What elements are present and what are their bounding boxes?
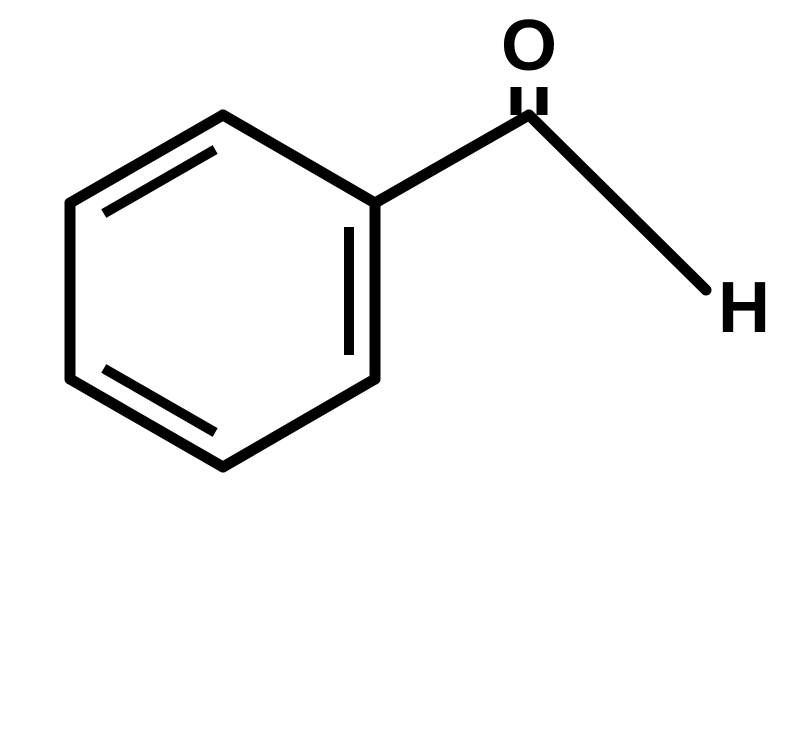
oxygen-atom-label: O bbox=[501, 6, 557, 86]
molecule-diagram: O H bbox=[0, 0, 799, 750]
bond-layer bbox=[70, 87, 706, 467]
hydrogen-atom-label: H bbox=[718, 268, 770, 348]
